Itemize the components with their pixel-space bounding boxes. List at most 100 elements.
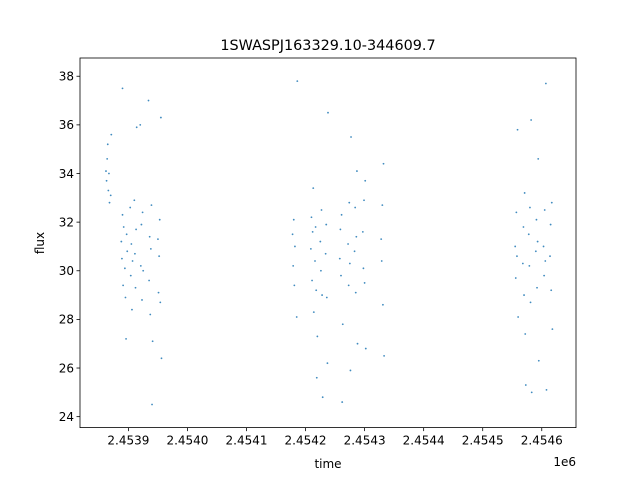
data-point: [542, 245, 545, 248]
data-point: [382, 162, 385, 165]
data-point: [536, 286, 538, 289]
data-point: [109, 194, 112, 197]
data-point: [157, 238, 159, 241]
data-point: [347, 284, 350, 287]
x-tick-label: 2.4541: [226, 434, 268, 448]
data-point: [106, 158, 109, 160]
data-point: [515, 211, 518, 214]
data-point: [528, 265, 531, 267]
data-point: [159, 301, 162, 304]
data-point: [537, 359, 540, 362]
data-point: [341, 323, 344, 326]
data-point: [364, 347, 367, 350]
x-axis: 2.4539 2.4540 2.4541 2.4542 2.4543 2.4544 2.45…: [107, 427, 563, 448]
data-point: [550, 289, 553, 292]
data-point: [149, 313, 152, 316]
data-point: [537, 158, 540, 160]
data-point: [356, 170, 358, 172]
data-point: [516, 255, 518, 258]
data-point: [338, 257, 341, 260]
data-point: [105, 170, 107, 172]
data-point: [380, 260, 383, 262]
data-point: [529, 206, 531, 209]
data-point: [141, 299, 143, 301]
data-point: [320, 209, 323, 211]
data-point: [550, 201, 553, 204]
data-point: [340, 274, 342, 277]
data-point: [131, 260, 134, 262]
data-point: [311, 230, 314, 233]
data-point: [310, 216, 313, 219]
data-point: [315, 289, 318, 292]
data-point: [141, 211, 144, 214]
data-point: [320, 269, 322, 272]
data-point: [314, 226, 317, 228]
data-point: [126, 250, 129, 253]
x-tick-label: 2.4544: [403, 434, 445, 448]
data-point: [363, 199, 365, 202]
data-point: [362, 267, 365, 270]
y-tick-label: 32: [59, 215, 74, 229]
y-tick-label: 38: [59, 70, 74, 84]
data-point: [121, 87, 124, 90]
data-point: [340, 213, 343, 216]
data-point: [120, 240, 123, 243]
data-point: [381, 204, 384, 207]
data-point: [150, 204, 153, 207]
data-point: [524, 384, 527, 386]
data-point: [108, 172, 110, 175]
data-point: [382, 303, 384, 306]
data-point: [105, 179, 108, 182]
data-point: [549, 223, 552, 226]
data-point: [134, 252, 136, 255]
data-point: [123, 267, 126, 270]
data-point: [295, 316, 298, 318]
data-point: [293, 284, 296, 287]
data-point: [158, 218, 161, 221]
data-point: [131, 308, 133, 311]
data-point: [139, 265, 142, 267]
data-point: [124, 296, 127, 299]
data-point: [148, 279, 150, 282]
data-point: [535, 218, 538, 221]
data-point: [133, 199, 136, 202]
data-point: [349, 369, 352, 372]
data-point: [517, 316, 520, 318]
data-point: [312, 311, 315, 313]
y-axis: 24 26 28 30 32 34 36 38: [59, 70, 80, 424]
data-point: [130, 243, 133, 245]
data-point: [158, 255, 161, 258]
x-tick-label: 2.4543: [344, 434, 386, 448]
x-tick-label: 2.4545: [462, 434, 504, 448]
data-point: [543, 274, 546, 277]
data-point: [529, 301, 532, 304]
data-point: [536, 240, 539, 243]
data-point: [147, 99, 150, 102]
data-point: [325, 223, 328, 226]
data-point: [148, 235, 151, 238]
y-tick-label: 28: [59, 313, 74, 327]
data-point: [527, 233, 530, 236]
data-point: [291, 233, 294, 236]
data-point: [294, 245, 296, 248]
data-point: [312, 187, 315, 189]
data-point: [125, 233, 128, 236]
x-axis-label: time: [314, 457, 341, 471]
data-point: [110, 133, 113, 136]
data-point: [314, 260, 316, 262]
data-point: [544, 82, 547, 85]
data-point: [292, 218, 295, 221]
y-tick-label: 36: [59, 118, 74, 132]
data-point: [341, 401, 344, 403]
data-point: [327, 111, 329, 114]
data-point: [135, 126, 138, 129]
data-point: [523, 294, 525, 296]
data-point: [380, 238, 383, 241]
data-point: [530, 391, 533, 394]
data-point: [353, 250, 356, 253]
data-point: [151, 340, 154, 343]
data-point: [309, 247, 312, 250]
data-point: [315, 376, 318, 379]
data-point: [339, 228, 342, 231]
data-point: [134, 286, 137, 289]
